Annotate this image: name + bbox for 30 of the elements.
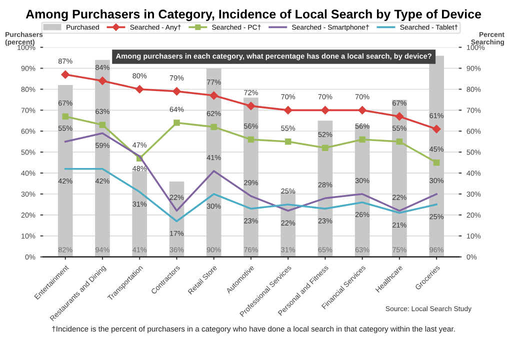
point xyxy=(322,144,328,152)
bar xyxy=(318,120,333,257)
bar xyxy=(58,85,73,257)
point xyxy=(172,87,181,96)
bar xyxy=(244,98,258,257)
point xyxy=(359,136,366,143)
point xyxy=(284,106,292,114)
point xyxy=(62,113,68,120)
point xyxy=(246,102,256,110)
point xyxy=(210,124,217,130)
point xyxy=(321,106,330,114)
point xyxy=(98,76,107,85)
point xyxy=(433,159,440,166)
point xyxy=(99,122,106,128)
point xyxy=(174,120,180,126)
bar xyxy=(95,60,110,257)
point xyxy=(284,138,292,145)
point xyxy=(395,112,404,121)
bar xyxy=(354,124,370,257)
point xyxy=(432,124,441,134)
bar xyxy=(132,170,148,257)
point xyxy=(61,70,70,79)
bar xyxy=(392,100,407,257)
point xyxy=(358,106,366,114)
point xyxy=(248,136,254,143)
point xyxy=(135,85,144,94)
point xyxy=(396,138,403,145)
chart-title: Among Purchasers in Category, Incidence of Local Search by Type of Device xyxy=(26,9,482,22)
bar xyxy=(206,68,222,257)
point xyxy=(210,91,218,100)
